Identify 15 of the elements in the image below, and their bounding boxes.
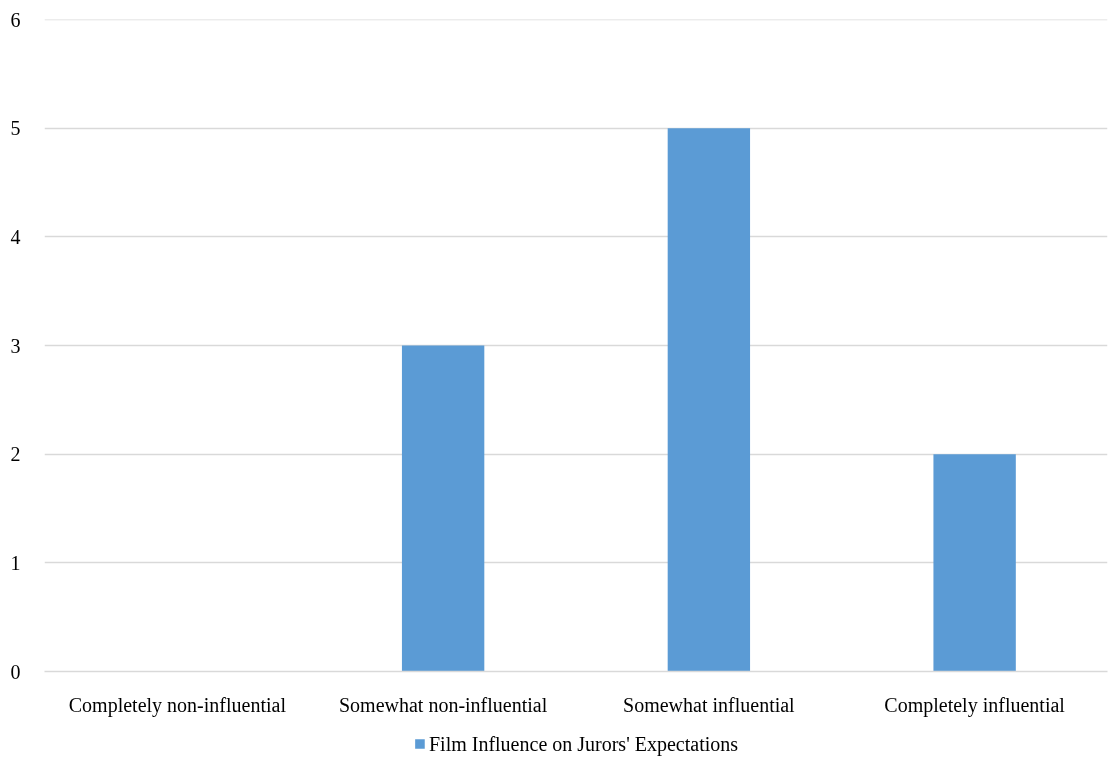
bar xyxy=(933,454,1016,672)
y-tick-label: 2 xyxy=(10,443,21,466)
x-tick-label: Somewhat influential xyxy=(623,693,796,716)
x-tick-label: Completely influential xyxy=(884,693,1066,717)
y-tick-label: 5 xyxy=(10,117,21,140)
x-tick-label: Completely non-influential xyxy=(68,693,287,717)
y-tick-label: 0 xyxy=(10,660,21,683)
y-tick-label: 4 xyxy=(10,225,21,248)
bar xyxy=(667,128,751,672)
legend-label: Film Influence on Jurors' Expectations xyxy=(428,732,739,755)
bar xyxy=(401,345,485,672)
y-tick-label: 3 xyxy=(10,334,21,357)
y-tick-label: 6 xyxy=(10,8,21,31)
x-tick-label: Somewhat non-influential xyxy=(338,693,548,716)
y-tick-label: 1 xyxy=(10,551,21,574)
